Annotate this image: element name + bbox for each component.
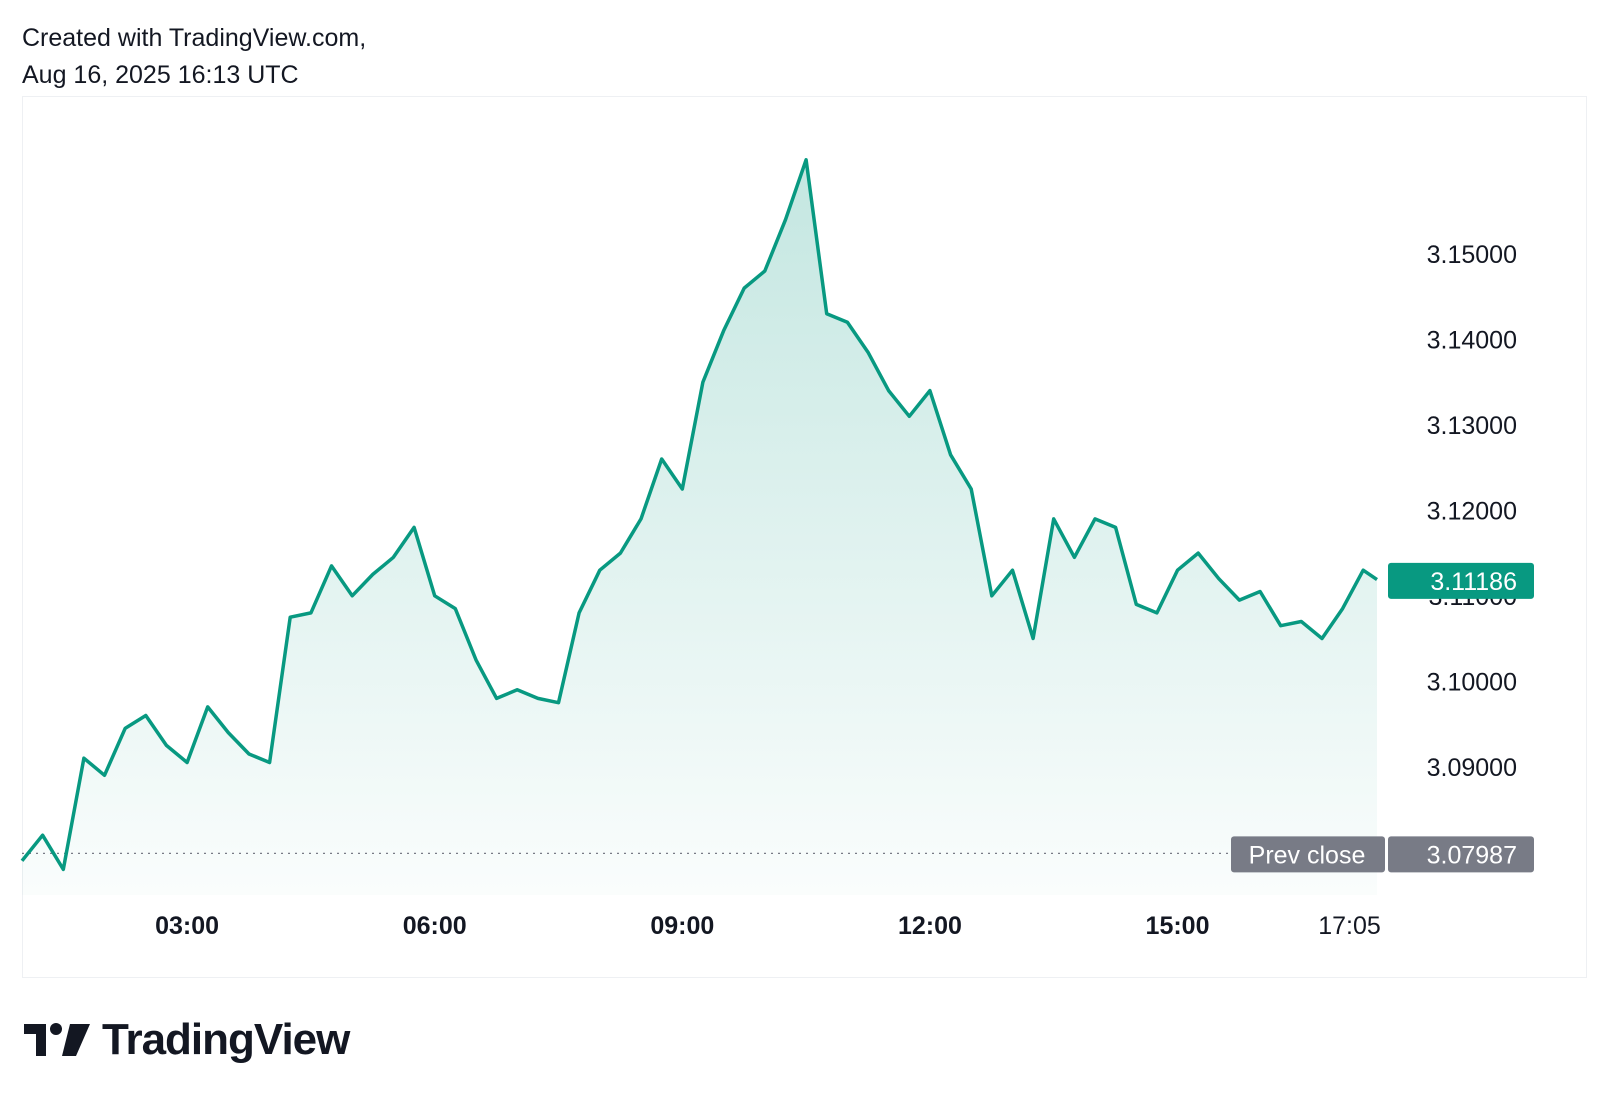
timestamp-label: Aug 16, 2025 16:13 UTC — [22, 61, 299, 89]
y-tick-label: 3.10000 — [1427, 668, 1517, 696]
last-price-badge — [1388, 562, 1534, 599]
tradingview-logo-icon — [24, 1023, 90, 1056]
x-tick-label: 17:05 — [1318, 912, 1381, 940]
x-tick-label: 09:00 — [650, 912, 714, 940]
y-tick-label: 3.14000 — [1427, 326, 1517, 354]
prev-close-value-label: 3.07987 — [1427, 841, 1517, 869]
y-tick-label: 3.13000 — [1427, 412, 1517, 440]
tradingview-logo[interactable]: TradingView — [24, 1015, 350, 1064]
x-tick-label: 12:00 — [898, 912, 962, 940]
prev-close-label: Prev close — [1249, 841, 1366, 869]
chart-frame — [22, 96, 1587, 978]
prev-close-value-badge — [1388, 836, 1534, 873]
last-price-label: 3.11186 — [1430, 568, 1517, 596]
prev-close-badge — [1231, 836, 1385, 873]
y-tick-label: 3.12000 — [1427, 497, 1517, 525]
created-with-label: Created with TradingView.com, — [22, 24, 367, 52]
brand-name: TradingView — [102, 1015, 350, 1064]
y-tick-label: 3.09000 — [1427, 754, 1517, 782]
chart-header: Created with TradingView.com, Aug 16, 20… — [22, 20, 366, 94]
x-tick-label: 06:00 — [403, 912, 467, 940]
x-tick-label: 03:00 — [155, 912, 219, 940]
x-tick-label: 15:00 — [1146, 912, 1210, 940]
y-tick-label: 3.15000 — [1427, 241, 1517, 269]
price-area-fill — [22, 159, 1377, 896]
